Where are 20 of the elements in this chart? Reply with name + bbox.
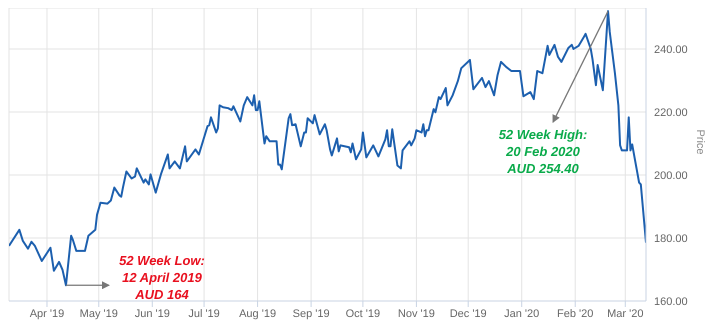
x-tick-label: Oct '19 [346, 308, 380, 320]
x-tick-label: Jan '20 [504, 308, 540, 320]
y-tick-label: 200.00 [654, 170, 688, 182]
y-tick-label: 220.00 [654, 106, 688, 119]
x-tick-label: Jun '19 [134, 308, 170, 320]
x-tick-label: Mar '20 [607, 308, 644, 320]
x-tick-label: Sep '19 [292, 308, 330, 320]
x-tick-label: Apr '19 [30, 308, 64, 320]
y-tick-label: 180.00 [654, 232, 688, 245]
x-tick-label: May '19 [80, 308, 118, 320]
x-tick-label: Feb '20 [557, 308, 594, 320]
y-tick-label: 160.00 [654, 296, 688, 308]
annotation: 52 Week High: 20 Feb 2020 AUD 254.40 [498, 127, 588, 176]
x-tick-label: Dec '19 [450, 308, 487, 320]
annotation: 52 Week Low: 12 April 2019 AUD 164 [119, 253, 205, 302]
y-axis-title: Price [694, 129, 706, 154]
x-tick-label: Aug '19 [239, 308, 276, 320]
y-tick-label: 240.00 [654, 44, 688, 56]
x-tick-label: Nov '19 [398, 308, 435, 320]
x-tick-label: Jul '19 [188, 308, 220, 320]
